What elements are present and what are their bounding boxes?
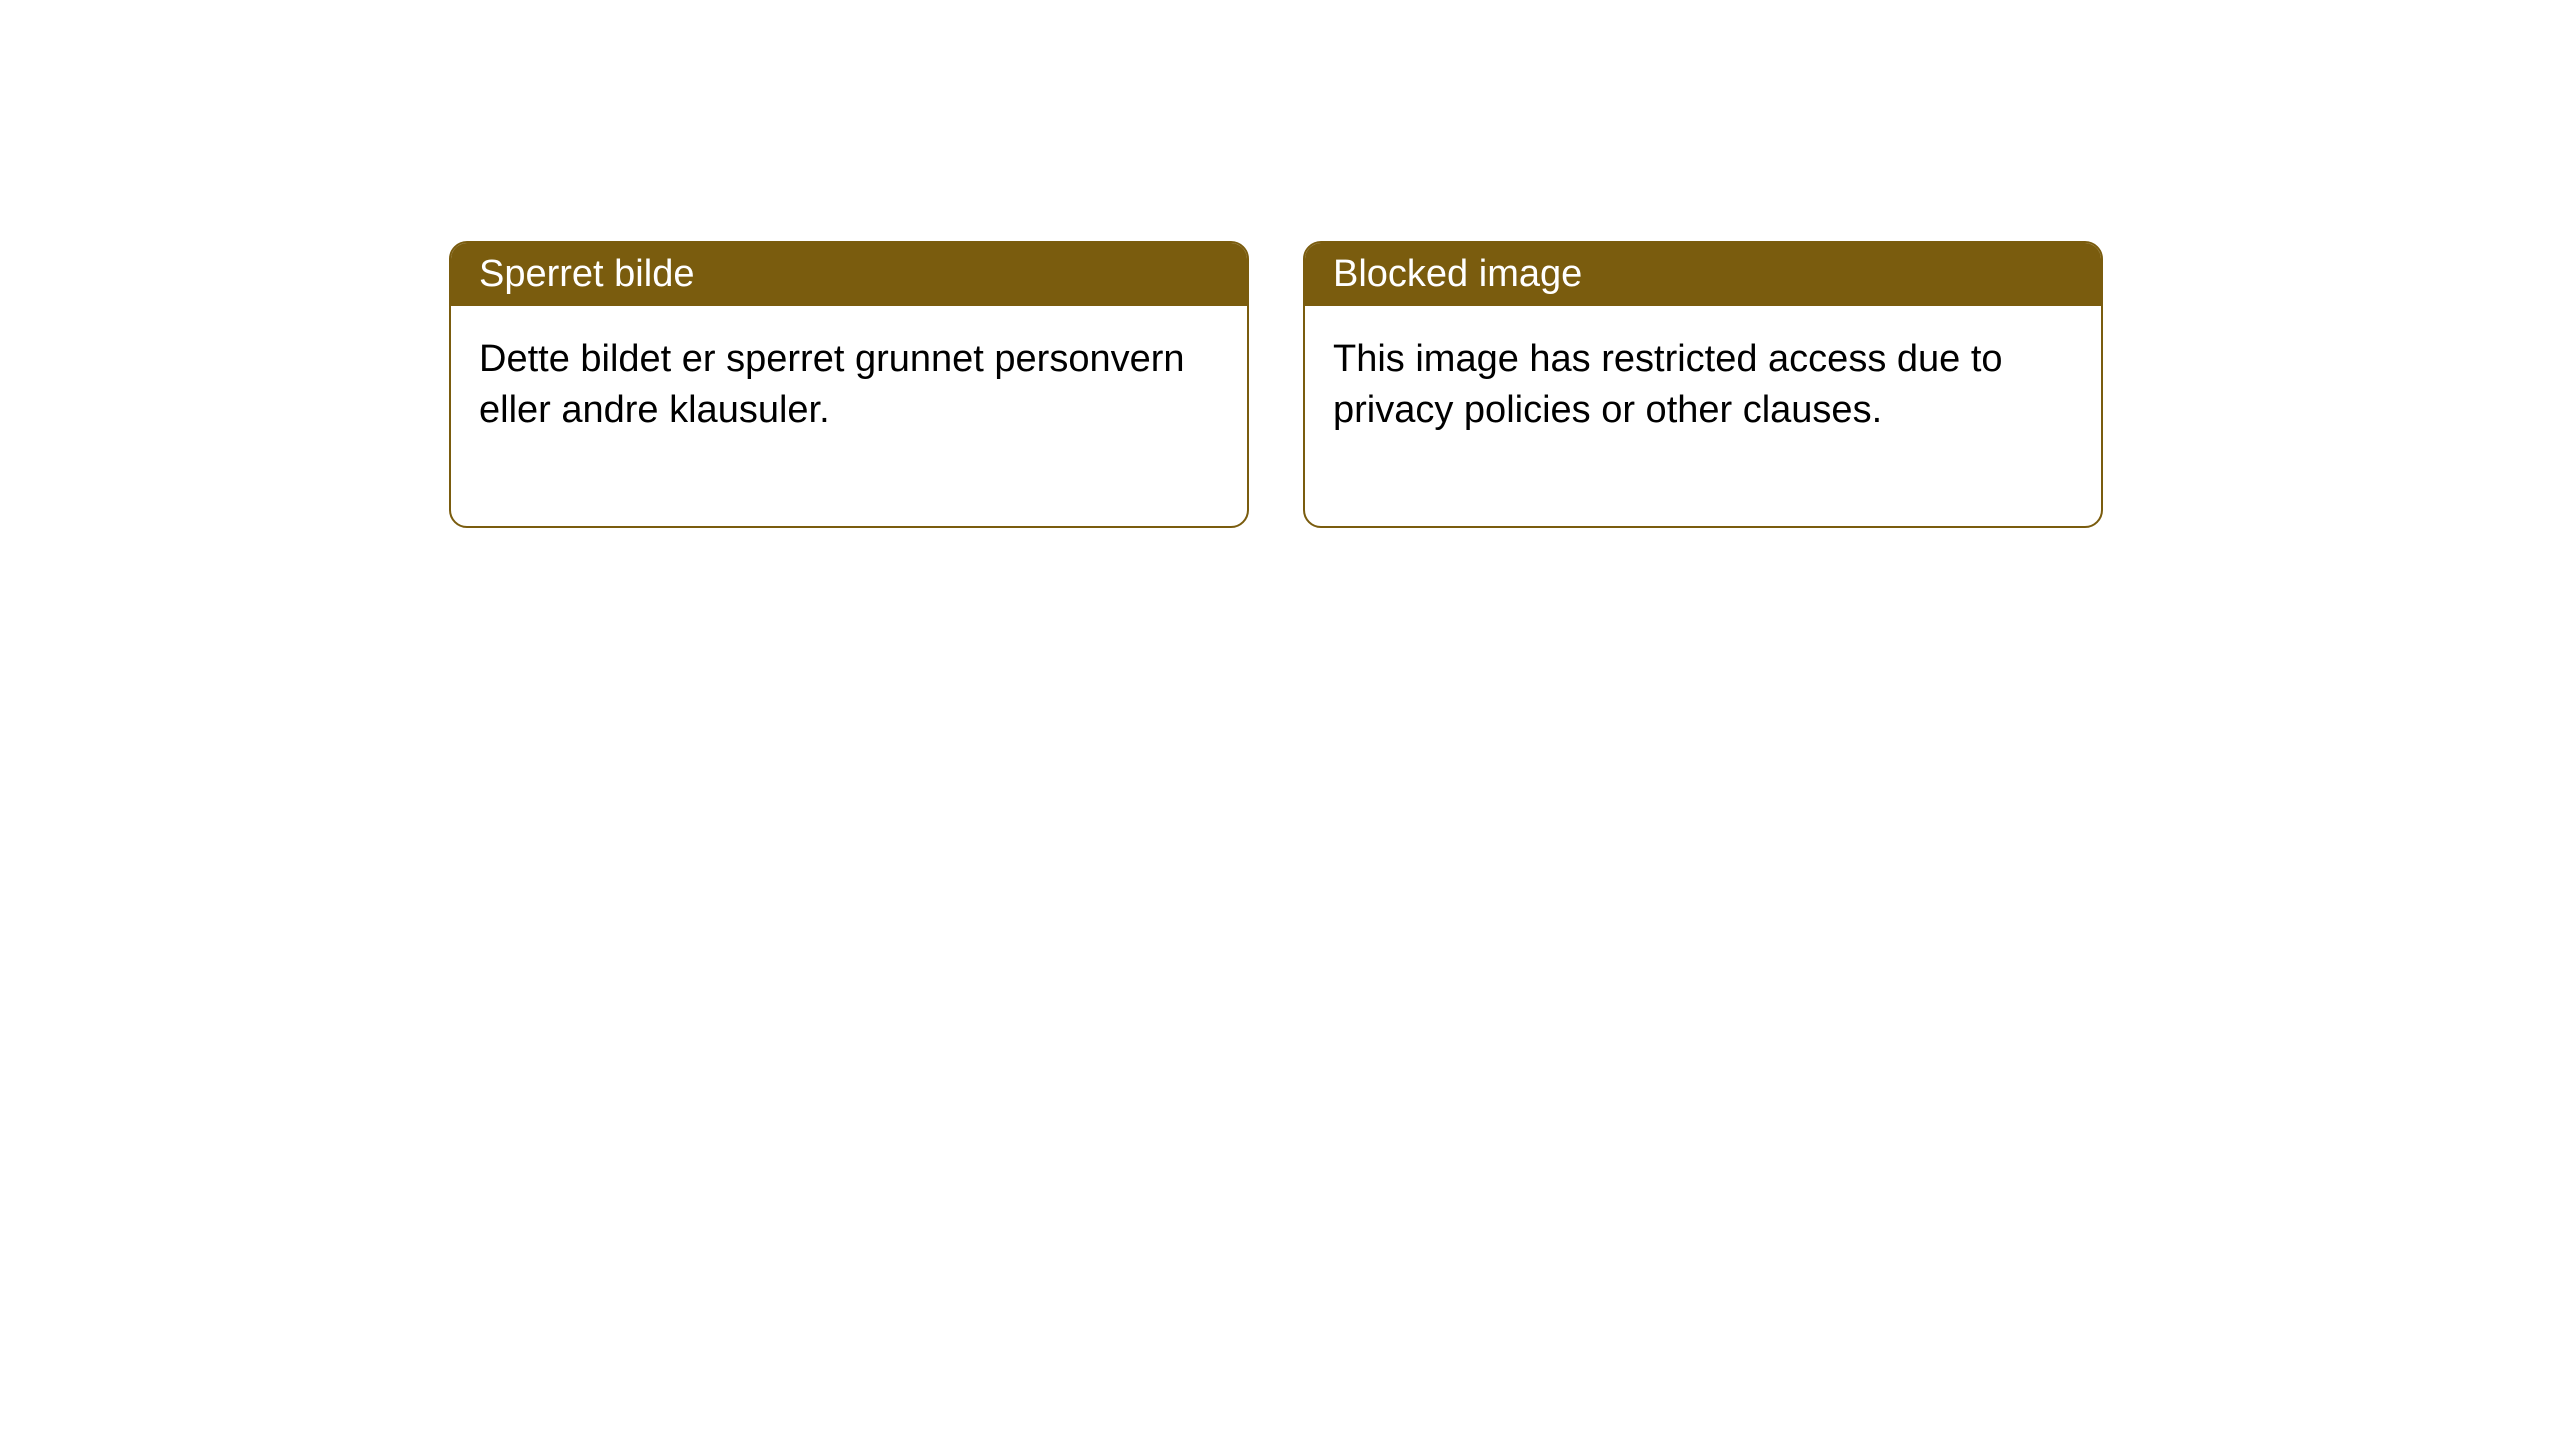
card-body-text: Dette bildet er sperret grunnet personve… <box>451 306 1247 526</box>
card-body-text: This image has restricted access due to … <box>1305 306 2101 526</box>
card-title: Blocked image <box>1305 243 2101 306</box>
card-title: Sperret bilde <box>451 243 1247 306</box>
notice-card-norwegian: Sperret bilde Dette bildet er sperret gr… <box>449 241 1249 528</box>
notice-card-english: Blocked image This image has restricted … <box>1303 241 2103 528</box>
notice-cards-row: Sperret bilde Dette bildet er sperret gr… <box>449 241 2103 528</box>
